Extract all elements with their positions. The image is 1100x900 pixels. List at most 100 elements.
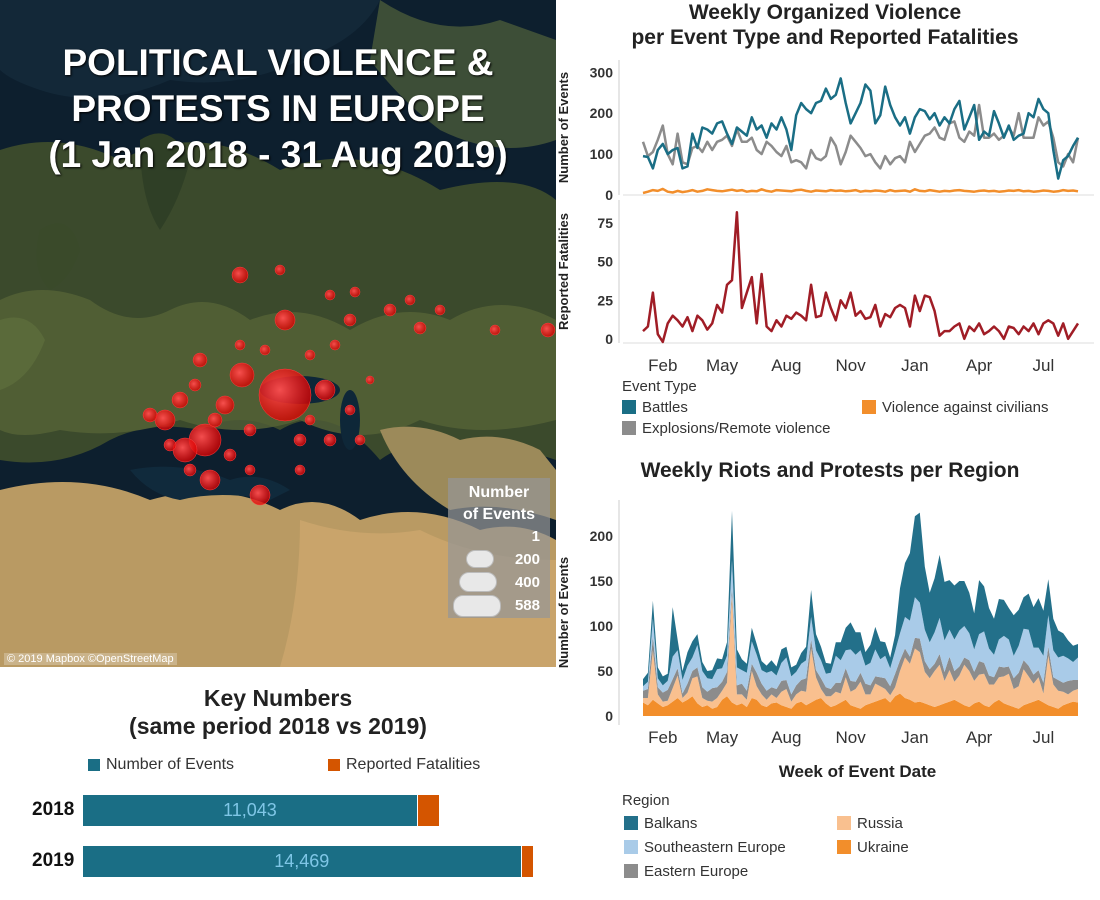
event-marker[interactable] [344,404,356,416]
legend-label: Ukraine [857,839,909,856]
event-marker[interactable] [489,324,501,336]
map-panel[interactable]: POLITICAL VIOLENCE & PROTESTS IN EUROPE … [0,0,556,667]
event-marker[interactable] [243,423,257,437]
event-marker[interactable] [142,407,158,423]
event-marker[interactable] [249,484,271,506]
legend-item-balkans[interactable]: Balkans [624,815,697,832]
size-bubble-icon [466,550,494,568]
event-marker[interactable] [274,264,286,276]
area-layer[interactable] [643,594,1078,709]
legend-label: Violence against civilians [882,399,1049,416]
event-marker[interactable] [365,375,375,385]
size-legend-item: 200 [514,551,540,568]
event-marker[interactable] [404,294,416,306]
bar-segment[interactable] [83,795,417,826]
legend-label: Russia [857,815,903,832]
event-marker[interactable] [434,304,446,316]
event-marker[interactable] [163,438,177,452]
legend-label: Southeastern Europe [644,839,786,856]
bar-value-label: 11,043 [223,800,277,820]
legend-item-violence-against-civilians[interactable]: Violence against civilians [862,399,1049,416]
event-marker[interactable] [323,433,337,447]
fatalities-line[interactable] [642,211,1080,344]
legend-label: Eastern Europe [644,863,749,880]
event-marker[interactable] [314,379,336,401]
bar-value-label: 14,469 [274,851,330,871]
map-title-line: PROTESTS IN EUROPE [71,88,485,129]
bar-segment[interactable] [416,795,439,826]
x-tick-label: Jan [901,356,928,375]
event-marker[interactable] [343,313,357,327]
size-legend-item: 400 [514,574,540,591]
event-marker[interactable] [259,344,271,356]
x-tick-label: Jan [901,728,928,747]
area-layer[interactable] [643,560,1078,695]
event-marker[interactable] [413,321,427,335]
y-tick-label: 300 [590,64,614,80]
legend-item-eastern-europe[interactable]: Eastern Europe [624,863,748,880]
x-tick-label: Feb [648,356,677,375]
legend-label: Balkans [644,815,698,832]
legend-item-ukraine[interactable]: Ukraine [837,839,909,856]
event-marker[interactable] [349,286,361,298]
event-marker[interactable] [294,464,306,476]
event-marker[interactable] [244,464,256,476]
event-marker[interactable] [192,352,208,368]
x-tick-label: May [706,728,739,747]
legend-label: Explosions/Remote violence [642,420,831,437]
y-tick-label: 100 [590,618,614,634]
legend-label: Number of Events [106,756,235,773]
event-marker[interactable] [188,378,202,392]
organized-violence-chart[interactable]: 0 100 200 300 Number of Events 0 25 50 75 Reporte… [556,55,1100,380]
legend-swatch [624,864,638,878]
event-marker[interactable] [171,391,189,409]
event-marker[interactable] [234,339,246,351]
event-marker[interactable] [354,434,366,446]
event-marker[interactable] [199,469,221,491]
legend-item-russia[interactable]: Russia [837,815,903,832]
size-legend-item: 1 [531,528,540,545]
legend-item-explosions[interactable]: Explosions/Remote violence [622,420,830,437]
legend-item-southeastern-europe[interactable]: Southeastern Europe [624,839,786,856]
event-marker[interactable] [329,339,341,351]
x-tick-label: Apr [966,356,993,375]
legend-item-reported-fatalities[interactable]: Reported Fatalities [328,756,480,774]
event-marker[interactable] [540,322,556,338]
y-tick-label: 75 [597,215,613,231]
event-marker[interactable] [293,433,307,447]
event-marker[interactable] [183,463,197,477]
bar-segment[interactable] [83,846,521,877]
y-tick-label: 100 [590,146,614,162]
region-legend-title: Region [622,792,670,809]
legend-item-battles[interactable]: Battles [622,399,688,416]
legend-item-number-of-events[interactable]: Number of Events [88,756,234,774]
series-line[interactable] [642,77,1080,180]
event-marker[interactable] [172,437,198,463]
organized-violence-title-line: per Event Type and Reported Fatalities [631,26,1019,49]
size-legend-item: 588 [514,597,540,614]
event-marker[interactable] [229,362,255,388]
x-tick-label: Apr [966,728,993,747]
riots-chart[interactable]: 0 50 100 150 200 Number of Events Feb May Aug Nov… [556,490,1100,785]
event-marker[interactable] [324,289,336,301]
event-marker[interactable] [223,448,237,462]
series-line[interactable] [642,187,1079,195]
event-marker[interactable] [304,349,316,361]
map-title-line: (1 Jan 2018 - 31 Aug 2019) [48,134,508,175]
bar-segment[interactable] [520,846,533,877]
map-attribution[interactable]: © 2019 Mapbox ©OpenStreetMap [4,653,177,665]
event-marker[interactable] [207,412,223,428]
event-marker[interactable] [154,409,176,431]
event-marker[interactable] [215,395,235,415]
event-marker[interactable] [258,368,312,422]
event-marker[interactable] [304,414,316,426]
area-layer[interactable] [643,587,1078,702]
event-marker[interactable] [383,303,397,317]
event-marker[interactable] [231,266,249,284]
y-axis-label: Number of Events [556,72,571,183]
y-tick-label: 150 [590,573,614,589]
y-tick-label: 25 [597,292,613,308]
event-marker[interactable] [274,309,296,331]
size-bubble-icon [453,595,501,617]
area-layer[interactable] [643,693,1078,717]
